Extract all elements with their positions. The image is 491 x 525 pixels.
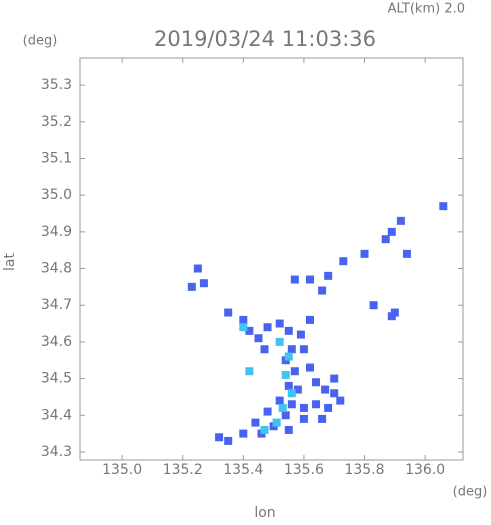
echo-cell [369,301,378,310]
y-tick-label: 34.3 [41,444,72,460]
y-tick-label: 35.3 [41,77,72,93]
echo-cell [239,323,248,332]
echo-cell [281,411,290,420]
y-tick-label: 34.8 [41,261,72,277]
echo-cell [287,400,296,409]
echo-cell [296,330,305,339]
plot-frame [79,57,464,461]
echo-cell [245,367,254,376]
echo-cell [239,315,248,324]
echo-cell [324,271,333,280]
echo-cell [318,414,327,423]
y-tick-label: 35.1 [41,151,72,167]
echo-cell [330,374,339,383]
x-tick-label: 135.0 [102,462,142,478]
y-tick-label: 34.6 [41,334,72,350]
x-tick-label: 135.2 [163,462,203,478]
x-tick-label: 135.4 [223,462,263,478]
echo-cell [281,370,290,379]
echo-cell [390,308,399,317]
x-axis-label: lon [254,505,275,521]
y-tick-label: 34.4 [41,407,72,423]
echo-cell [260,345,269,354]
echo-cell [360,249,369,258]
echo-cell [312,378,321,387]
echo-cell [312,400,321,409]
echo-cell [318,286,327,295]
echo-cell [224,308,233,317]
echo-cell [272,418,281,427]
echo-cell [299,403,308,412]
echo-cell [284,352,293,361]
echo-cell [284,326,293,335]
echo-cell [387,227,396,236]
chart-subtitle: ALT(km) 2.0 [388,2,465,17]
echo-cell [305,315,314,324]
echo-cell [275,319,284,328]
echo-cell [287,345,296,354]
echo-cell [278,403,287,412]
y-tick-label: 35.0 [41,187,72,203]
echo-cell [305,275,314,284]
echo-cell [284,425,293,434]
echo-cell [275,396,284,405]
echo-cell [260,425,269,434]
x-tick-label: 135.6 [284,462,324,478]
echo-cell [187,282,196,291]
y-tick-label: 34.7 [41,297,72,313]
echo-cell [324,403,333,412]
chart-title: 2019/03/24 11:03:36 [154,27,376,51]
echo-cell [299,414,308,423]
echo-cell [336,396,345,405]
echo-cell [330,389,339,398]
echo-cell [284,381,293,390]
echo-cell [263,323,272,332]
y-axis-label: lat [2,253,18,271]
echo-cell [275,337,284,346]
y-tick-label: 34.5 [41,371,72,387]
echo-cell [251,418,260,427]
echo-cell [299,345,308,354]
x-unit: (deg) [453,485,488,500]
y-tick-label: 34.9 [41,224,72,240]
echo-cell [215,433,224,442]
echo-cell [193,264,202,273]
echo-cell [287,389,296,398]
echo-cell [254,334,263,343]
echo-cell [381,235,390,244]
echo-cell [224,436,233,445]
echo-cell [321,385,330,394]
x-tick-label: 136.0 [405,462,445,478]
echo-cell [396,216,405,225]
y-unit: (deg) [23,34,58,49]
echo-cell [439,202,448,211]
echo-cell [290,275,299,284]
echo-cell [293,385,302,394]
echo-cell [199,279,208,288]
echo-cell [305,363,314,372]
x-tick-label: 135.8 [344,462,384,478]
echo-cell [245,326,254,335]
echo-cell [290,367,299,376]
echo-cell [339,257,348,266]
echo-cell [402,249,411,258]
echo-cell [239,429,248,438]
echo-cell [263,407,272,416]
y-tick-label: 35.2 [41,114,72,130]
